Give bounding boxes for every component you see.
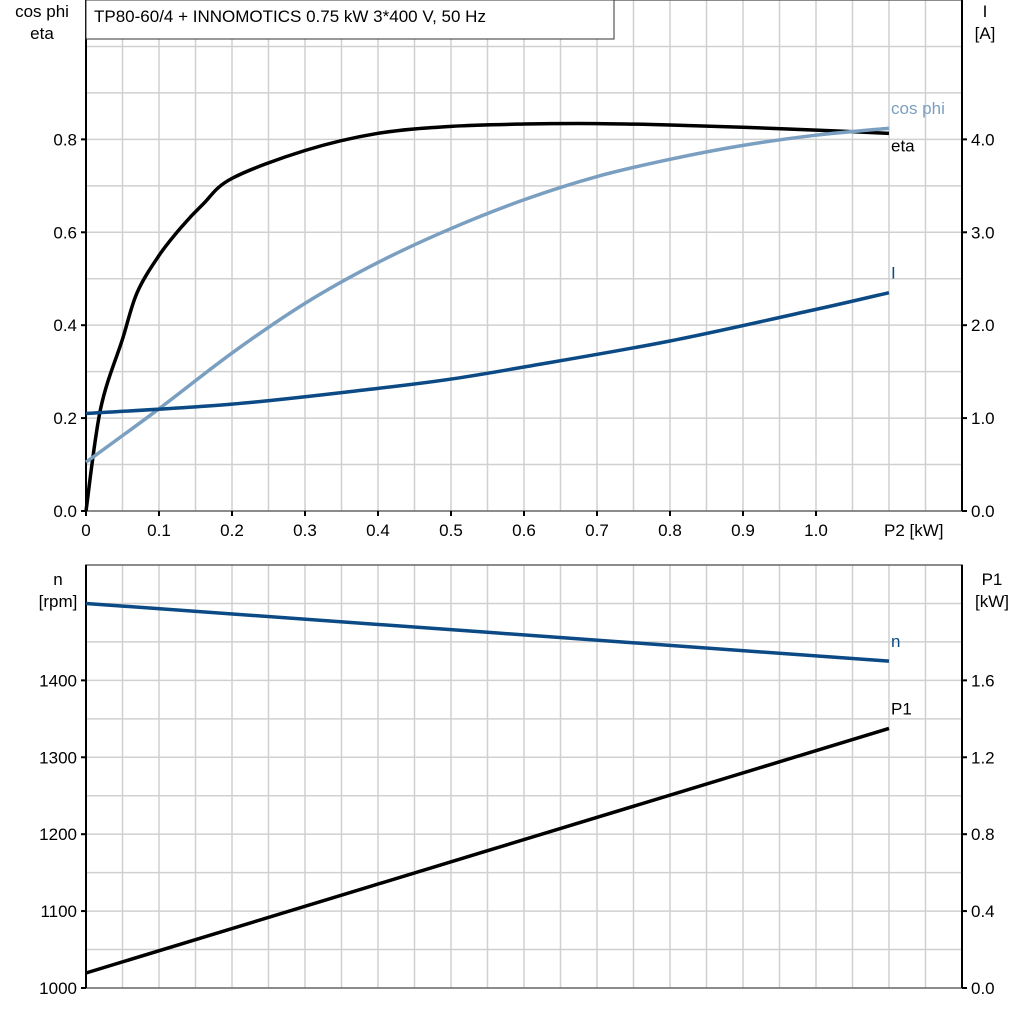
y-right-tick-label: 1.0 [971, 409, 995, 428]
y-right-tick-label: 1.6 [971, 671, 995, 690]
series-line-eta [84, 121, 890, 512]
y-right-label: [A] [975, 24, 996, 43]
x-tick-label: 0.1 [147, 521, 171, 540]
series-line-n [85, 601, 890, 663]
y-left-label: cos phi [15, 2, 69, 21]
y-right-label: [kW] [975, 592, 1009, 611]
y-left-tick-label: 1200 [39, 825, 77, 844]
y-right-tick-label: 0.0 [971, 979, 995, 998]
title-box [85, 0, 615, 40]
series-line-cos-phi [84, 126, 890, 464]
y-right-tick-label: 3.0 [971, 223, 995, 242]
y-left-tick-label: 1000 [39, 979, 77, 998]
y-right-label: I [983, 2, 988, 21]
series-label-P1: P1 [891, 699, 912, 718]
y-right-tick-label: 0.0 [971, 502, 995, 521]
y-right-tick-label: 0.8 [971, 825, 995, 844]
x-tick-label: 0.3 [293, 521, 317, 540]
y-left-tick-label: 0.6 [53, 223, 77, 242]
y-left-tick-label: 0.2 [53, 409, 77, 428]
x-tick-label: 0.2 [220, 521, 244, 540]
series-label-eta: eta [891, 136, 915, 155]
x-tick-label: 0.7 [585, 521, 609, 540]
y-left-tick-label: 0.4 [53, 316, 77, 335]
y-left-tick-label: 1100 [40, 902, 77, 921]
y-right-tick-label: 0.4 [971, 902, 995, 921]
series-line-P1 [85, 726, 890, 975]
y-left-label: n [53, 570, 62, 589]
series-label-I: I [891, 264, 896, 283]
y-right-tick-label: 4.0 [971, 130, 995, 149]
y-left-tick-label: 1400 [39, 671, 77, 690]
chart-title: TP80-60/4 + INNOMOTICS 0.75 kW 3*400 V, … [94, 7, 486, 26]
series-label-cos-phi: cos phi [891, 99, 945, 118]
x-tick-label: 0 [81, 521, 90, 540]
series-line-I [85, 290, 890, 416]
y-right-label: P1 [982, 570, 1003, 589]
y-left-label: [rpm] [39, 592, 78, 611]
y-right-tick-label: 1.2 [971, 748, 995, 767]
x-tick-label: 0.6 [512, 521, 536, 540]
y-left-label: eta [30, 24, 54, 43]
y-right-tick-label: 2.0 [971, 316, 995, 335]
x-tick-label: 0.4 [366, 521, 390, 540]
x-tick-label: 0.5 [439, 521, 463, 540]
x-tick-label: 1.0 [804, 521, 828, 540]
x-tick-label: 0.9 [731, 521, 755, 540]
x-axis-label: P2 [kW] [884, 521, 944, 540]
y-left-tick-label: 0.0 [53, 502, 77, 521]
series-label-n: n [891, 632, 900, 651]
y-left-tick-label: 1300 [39, 748, 77, 767]
y-left-tick-label: 0.8 [53, 130, 77, 149]
x-tick-label: 0.8 [658, 521, 682, 540]
